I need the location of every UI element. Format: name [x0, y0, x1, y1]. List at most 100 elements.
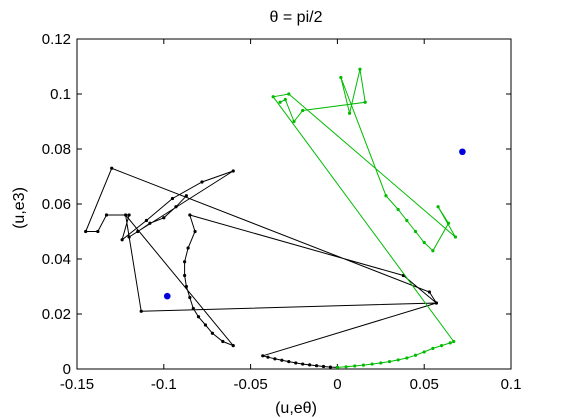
series-point — [144, 218, 149, 223]
series-point — [347, 111, 352, 115]
series-point — [387, 359, 392, 364]
series-point — [186, 246, 190, 250]
series-point — [221, 339, 225, 344]
series-point — [431, 346, 435, 350]
series-point — [353, 364, 357, 368]
y-tick-label: 0.1 — [50, 86, 71, 103]
x-tick-label: -0.1 — [151, 376, 177, 393]
series-point — [301, 362, 305, 366]
series-point — [321, 364, 326, 369]
x-tick-label: -0.05 — [233, 376, 267, 393]
series-point — [188, 295, 192, 300]
x-tick-label: -0.15 — [60, 376, 94, 393]
series-point — [266, 355, 270, 359]
series-point — [287, 359, 291, 364]
series-point — [287, 92, 291, 96]
series-point — [413, 353, 418, 357]
series-point — [200, 180, 204, 184]
series-point — [278, 100, 282, 104]
series-point — [231, 169, 235, 173]
y-tick-label: 0.02 — [42, 306, 71, 323]
series-point — [308, 363, 312, 367]
series-point — [453, 235, 458, 239]
series-point — [184, 284, 188, 289]
series-point — [163, 292, 171, 300]
series-point — [283, 97, 287, 102]
series-point — [261, 354, 265, 358]
series-point — [196, 315, 201, 319]
y-tick-label: 0.08 — [42, 141, 71, 158]
series-point — [162, 216, 166, 220]
series-point — [301, 108, 305, 113]
series-point — [422, 240, 426, 245]
x-axis-label: (u,eθ) — [275, 400, 317, 417]
y-tick-label: 0 — [63, 361, 71, 378]
series-point — [183, 273, 187, 278]
series-point — [210, 331, 215, 335]
series-point — [120, 238, 124, 242]
y-tick-label: 0.06 — [42, 196, 71, 213]
series-point — [361, 363, 366, 367]
series-point — [413, 229, 418, 234]
series-point — [328, 365, 333, 369]
series-point — [379, 361, 383, 365]
series-point — [136, 229, 140, 234]
x-tick-label: 0 — [333, 376, 341, 393]
series-point — [314, 364, 319, 368]
series-point — [436, 205, 440, 209]
series-point — [294, 361, 298, 365]
series-point — [104, 213, 109, 217]
plot-area: -0.15 -0.1 -0.05 0 0.05 0.1 0 0.02 0.04 0.06 0.08 0… — [42, 31, 522, 393]
series-point — [127, 213, 131, 217]
series-point — [344, 365, 348, 369]
series-point — [110, 166, 114, 170]
series-point — [231, 344, 235, 348]
series-point — [448, 341, 452, 345]
series-point — [127, 235, 131, 239]
series-point — [148, 221, 152, 225]
series-point — [434, 301, 438, 305]
series-point — [273, 357, 277, 361]
series-point — [183, 260, 187, 264]
series-point — [405, 218, 409, 223]
series-point — [174, 205, 178, 209]
series-point — [439, 344, 444, 348]
series-point — [271, 95, 275, 99]
series-point — [396, 358, 400, 362]
series-point — [446, 221, 451, 225]
series-point — [170, 196, 175, 201]
y-tick-label: 0.12 — [42, 31, 71, 48]
series-point — [370, 362, 374, 366]
series-point — [427, 290, 432, 294]
series-point — [384, 194, 388, 198]
series-line — [272, 69, 456, 368]
series-point — [139, 309, 143, 313]
series-point — [184, 194, 188, 198]
series-point — [339, 75, 343, 80]
x-tick-label: 0.05 — [410, 376, 439, 393]
series-point — [405, 356, 409, 360]
series-point — [431, 249, 435, 253]
series-point — [422, 350, 426, 354]
series-point — [280, 358, 284, 362]
series-point — [96, 229, 100, 234]
series-point — [84, 229, 88, 234]
series-point — [188, 213, 192, 217]
series-point — [363, 100, 367, 104]
y-tick-label: 0.04 — [42, 251, 71, 268]
series-point — [452, 339, 456, 344]
series-point — [193, 229, 197, 234]
series-point — [396, 207, 400, 212]
series-point — [292, 119, 296, 124]
y-axis-label: (u,e3) — [11, 187, 28, 229]
series-point — [459, 148, 466, 156]
chart-title: θ = pi/2 — [270, 9, 323, 26]
series-point — [203, 323, 208, 327]
series-point — [358, 67, 362, 71]
series-point — [191, 306, 195, 311]
series-point — [124, 213, 128, 217]
series-point — [335, 365, 339, 369]
x-tick-label: 0.1 — [501, 376, 522, 393]
axes-box — [76, 38, 512, 370]
